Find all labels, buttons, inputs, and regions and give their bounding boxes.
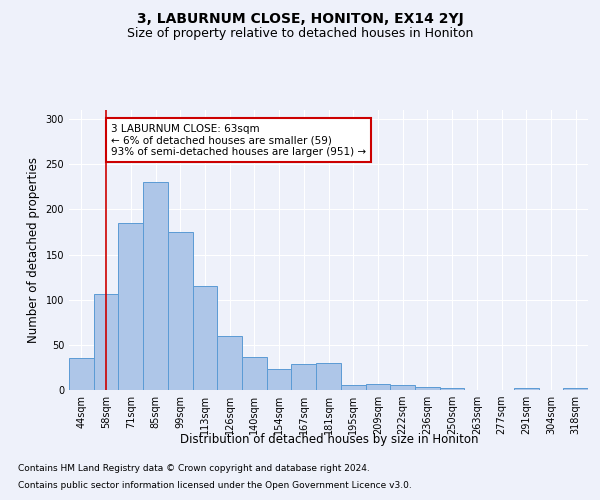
Bar bbox=[168, 232, 193, 390]
Bar bbox=[514, 388, 539, 390]
Text: 3 LABURNUM CLOSE: 63sqm
← 6% of detached houses are smaller (59)
93% of semi-det: 3 LABURNUM CLOSE: 63sqm ← 6% of detached… bbox=[111, 124, 366, 156]
Text: Distribution of detached houses by size in Honiton: Distribution of detached houses by size … bbox=[179, 432, 478, 446]
Text: Contains public sector information licensed under the Open Government Licence v3: Contains public sector information licen… bbox=[18, 481, 412, 490]
Bar bbox=[143, 182, 168, 390]
Bar bbox=[316, 363, 341, 390]
Text: Size of property relative to detached houses in Honiton: Size of property relative to detached ho… bbox=[127, 28, 473, 40]
Text: Contains HM Land Registry data © Crown copyright and database right 2024.: Contains HM Land Registry data © Crown c… bbox=[18, 464, 370, 473]
Bar bbox=[415, 388, 440, 390]
Bar bbox=[267, 369, 292, 390]
Bar bbox=[193, 286, 217, 390]
Bar bbox=[118, 223, 143, 390]
Text: 3, LABURNUM CLOSE, HONITON, EX14 2YJ: 3, LABURNUM CLOSE, HONITON, EX14 2YJ bbox=[137, 12, 463, 26]
Bar bbox=[242, 358, 267, 390]
Bar bbox=[390, 384, 415, 390]
Bar bbox=[292, 364, 316, 390]
Bar bbox=[69, 358, 94, 390]
Bar bbox=[440, 388, 464, 390]
Bar bbox=[563, 388, 588, 390]
Y-axis label: Number of detached properties: Number of detached properties bbox=[27, 157, 40, 343]
Bar bbox=[217, 336, 242, 390]
Bar bbox=[94, 294, 118, 390]
Bar bbox=[365, 384, 390, 390]
Bar bbox=[341, 386, 365, 390]
